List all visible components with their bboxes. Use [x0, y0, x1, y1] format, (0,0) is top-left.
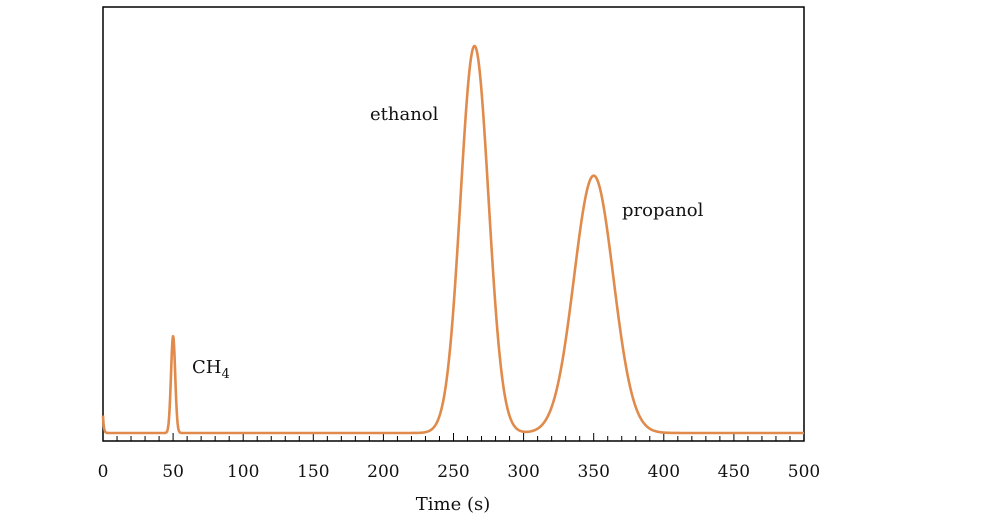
- x-tick-label: 400: [648, 462, 680, 482]
- x-tick-label: 50: [162, 462, 184, 482]
- peak-label-propanol: propanol: [622, 200, 704, 221]
- x-tick-label: 450: [718, 462, 750, 482]
- series-line: [101, 44, 805, 435]
- x-tick-label: 100: [227, 462, 259, 482]
- x-tick-label: 350: [577, 462, 609, 482]
- x-axis-title: Time (s): [416, 494, 491, 515]
- x-tick-label: 0: [98, 462, 109, 482]
- x-tick-label: 250: [437, 462, 469, 482]
- x-tick-label: 150: [297, 462, 329, 482]
- x-tick-labels: 0 50 100 150 200 250 300 350 400 450 500: [98, 462, 821, 482]
- peak-label-ethanol: ethanol: [370, 104, 439, 125]
- peak-label-ch4: CH4: [192, 357, 230, 382]
- x-tick-label: 300: [507, 462, 539, 482]
- peak-label-ch4-subscript: 4: [221, 367, 229, 382]
- minor-ticks: [116, 436, 791, 441]
- x-tick-label: 200: [367, 462, 399, 482]
- major-ticks: [102, 433, 805, 441]
- x-tick-label: 500: [788, 462, 820, 482]
- peak-label-ch4-text: CH: [192, 357, 221, 378]
